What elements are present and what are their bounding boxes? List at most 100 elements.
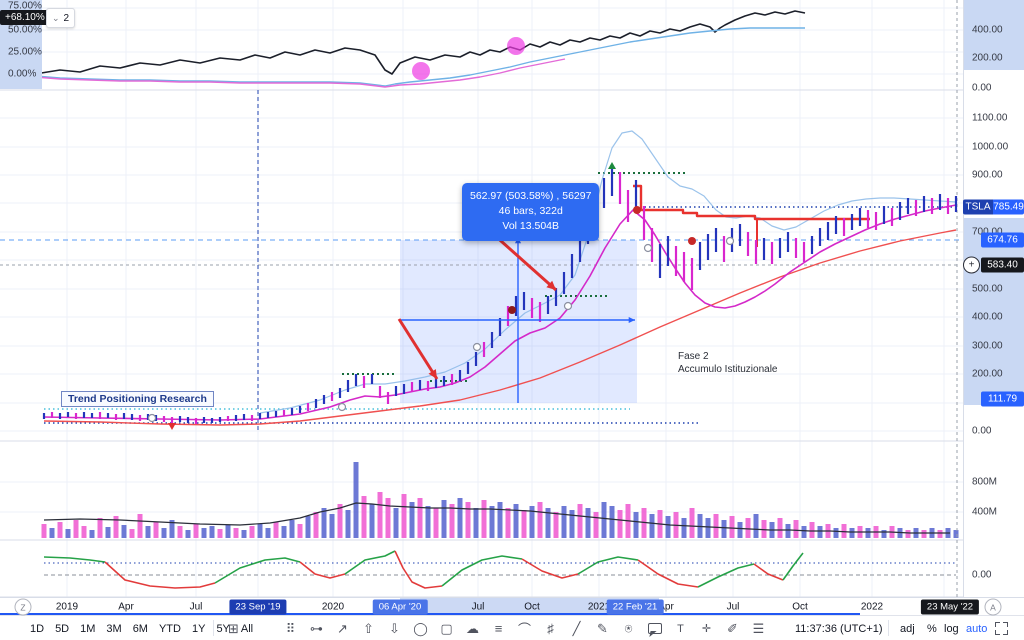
scale-highlight xyxy=(964,0,1024,70)
range-1m[interactable]: 1M xyxy=(80,622,96,635)
time-axis-label: Jul xyxy=(471,601,485,613)
range-5y[interactable]: 5Y xyxy=(216,622,230,635)
range-ytd[interactable]: YTD xyxy=(158,622,181,635)
clock-display[interactable]: 11:37:36 (UTC+1) xyxy=(795,622,883,635)
curve-tool-icon[interactable]: ⌒ xyxy=(517,622,531,637)
time-axis-label: 2019 xyxy=(55,601,79,613)
range-1y[interactable]: 1Y xyxy=(191,622,206,635)
flag-tool-icon[interactable]: ⍟ xyxy=(624,620,633,636)
trend-arrow-tool-icon[interactable]: ↗ xyxy=(337,620,348,636)
scale-label: 0.00 xyxy=(972,569,992,581)
measure-tooltip: 562.97 (503.58%) , 56297 46 bars, 322d V… xyxy=(462,183,600,241)
scale-label: 200.00 xyxy=(972,368,1003,380)
range-all[interactable]: All xyxy=(240,622,254,635)
timezone-button[interactable]: Z xyxy=(14,598,32,616)
range-1d[interactable]: 1D xyxy=(30,622,45,635)
scale-label: 75.00% xyxy=(8,0,42,12)
time-axis-label: Jul xyxy=(189,601,203,613)
comment-tool-icon[interactable] xyxy=(645,619,664,638)
percent-change-chip: +68.10% xyxy=(0,10,50,25)
time-axis-date-chip: 22 Feb '21 xyxy=(606,599,664,615)
ellipse-tool-icon[interactable]: ◯ xyxy=(413,620,428,636)
toolbar-divider xyxy=(213,620,214,636)
time-axis-range-highlight xyxy=(400,598,659,615)
time-axis-label: Oct xyxy=(792,601,808,613)
time-axis-underline xyxy=(0,613,860,615)
bottom-toolbar: 1D 5D 1M 3M 6M YTD 1Y 5Y All ⊞ ⠿ ⊶ ↗ ⇧ ⇩ ◯ ▢ ☁ ≡… xyxy=(0,615,1024,640)
chart-canvas[interactable] xyxy=(0,0,1024,597)
time-axis-date-chip: 06 Apr '20 xyxy=(372,599,428,615)
time-axis[interactable]: 2019 Apr Jul 2020 Jul Oct 2021 Apr Jul Oct 2022 23 … xyxy=(0,597,1024,616)
scale-label: 700.00 xyxy=(972,227,1003,238)
legend-collapsed-widget[interactable]: ⌄ 2 xyxy=(46,8,76,28)
range-5d[interactable]: 5D xyxy=(55,622,70,635)
price-level-chip: 111.79 xyxy=(981,391,1024,407)
scale-label: 50.00% xyxy=(8,24,42,36)
position-tool-icon[interactable]: ☰ xyxy=(752,620,765,636)
range-selector: 1D 5D 1M 3M 6M YTD 1Y 5Y All xyxy=(30,616,253,640)
signature-tool-icon[interactable]: ✐ xyxy=(727,620,738,636)
chart-area[interactable]: 75.00% 50.00% 25.00% 0.00% +68.10% ⌄ 2 400.… xyxy=(0,0,1024,597)
parallel-channel-tool-icon[interactable]: ≡ xyxy=(494,621,503,636)
chevron-down-icon[interactable]: ⌄ xyxy=(52,12,60,23)
scale-label: 400.00 xyxy=(972,311,1003,323)
scale-label: 800M xyxy=(972,476,998,488)
arrow-down-marker-icon[interactable]: ⇩ xyxy=(389,620,400,636)
scale-label: 500.00 xyxy=(972,283,1003,295)
scale-label: 400.00 xyxy=(972,24,1003,36)
last-price-value: 785.49 xyxy=(993,199,1024,215)
adjusted-toggle[interactable]: adj xyxy=(900,622,915,635)
symbol-label: TSLA xyxy=(963,199,993,215)
time-axis-label: Apr xyxy=(118,601,134,613)
trendline-tool-icon[interactable]: ╱ xyxy=(572,620,581,636)
scale-label: 0.00 xyxy=(972,82,992,94)
time-axis-label: Apr xyxy=(658,601,674,613)
measure-price-line: 562.97 (503.58%) , 56297 xyxy=(470,190,592,202)
goto-date-icon[interactable]: ⊞ xyxy=(228,620,239,636)
time-axis-label: Jul xyxy=(726,601,740,613)
time-axis-date-chip: 23 May '22 xyxy=(920,599,980,615)
measure-bars-line: 46 bars, 322d xyxy=(498,205,563,218)
range-3m[interactable]: 3M xyxy=(106,622,122,635)
measure-volume-line: Vol 13.504B xyxy=(502,220,560,233)
scale-label: 25.00% xyxy=(8,46,42,58)
range-6m[interactable]: 6M xyxy=(132,622,148,635)
toolbar-divider xyxy=(888,620,889,636)
log-scale-toggle[interactable]: log xyxy=(944,622,959,635)
time-axis-label: 2020 xyxy=(321,601,345,613)
drag-handle-icon[interactable]: ⠿ xyxy=(285,620,296,636)
scale-label: 400M xyxy=(972,506,998,518)
phase-annotation: Fase 2 Accumulo Istituzionale xyxy=(678,350,778,376)
text-tool-icon[interactable]: T xyxy=(677,622,684,635)
crosshair-price-label: 583.40 xyxy=(981,257,1024,273)
trend-positioning-label: Trend Positioning Research xyxy=(61,391,214,407)
pitchfork-tool-icon[interactable]: ♯ xyxy=(547,621,554,636)
scale-label: 900.00 xyxy=(972,169,1003,181)
arrow-up-marker-icon[interactable]: ⇧ xyxy=(363,620,374,636)
scale-label: 1100.00 xyxy=(972,112,1008,124)
last-price-chip: TSLA 785.49 xyxy=(963,199,1024,215)
measure-tool-icon[interactable]: ⊶ xyxy=(310,620,323,636)
auto-scale-toggle[interactable]: auto xyxy=(966,622,988,635)
scale-label: 200.00 xyxy=(972,52,1003,64)
brush-tool-icon[interactable]: ✎ xyxy=(597,620,608,636)
scale-highlight xyxy=(964,218,1024,405)
percent-scale-toggle[interactable]: % xyxy=(927,622,937,635)
price-level-chip: 674.76 xyxy=(981,232,1024,248)
time-axis-label: 2022 xyxy=(860,601,884,613)
axis-settings-button[interactable]: A xyxy=(984,598,1002,616)
crosshair-tool-icon[interactable]: ✛ xyxy=(701,623,712,635)
phase-annotation-line1: Fase 2 xyxy=(678,351,709,362)
time-axis-label: Oct xyxy=(524,601,540,613)
rectangle-tool-icon[interactable]: ▢ xyxy=(440,620,453,636)
time-axis-date-chip: 23 Sep '19 xyxy=(229,599,287,615)
fullscreen-icon[interactable] xyxy=(995,622,1008,635)
drawing-tools-strip: ⠿ ⊶ ↗ ⇧ ⇩ ◯ ▢ ☁ ≡ ⌒ ♯ ╱ ✎ ⍟ T ✛ ✐ ☰ xyxy=(281,616,768,640)
scale-label: 300.00 xyxy=(972,340,1003,352)
time-axis-label: 2021 xyxy=(587,601,611,613)
scale-label: 0.00 xyxy=(972,425,992,437)
cloud-tool-icon[interactable]: ☁ xyxy=(466,620,479,636)
phase-annotation-line2: Accumulo Istituzionale xyxy=(678,364,778,375)
plus-target-button[interactable]: + xyxy=(963,256,980,274)
